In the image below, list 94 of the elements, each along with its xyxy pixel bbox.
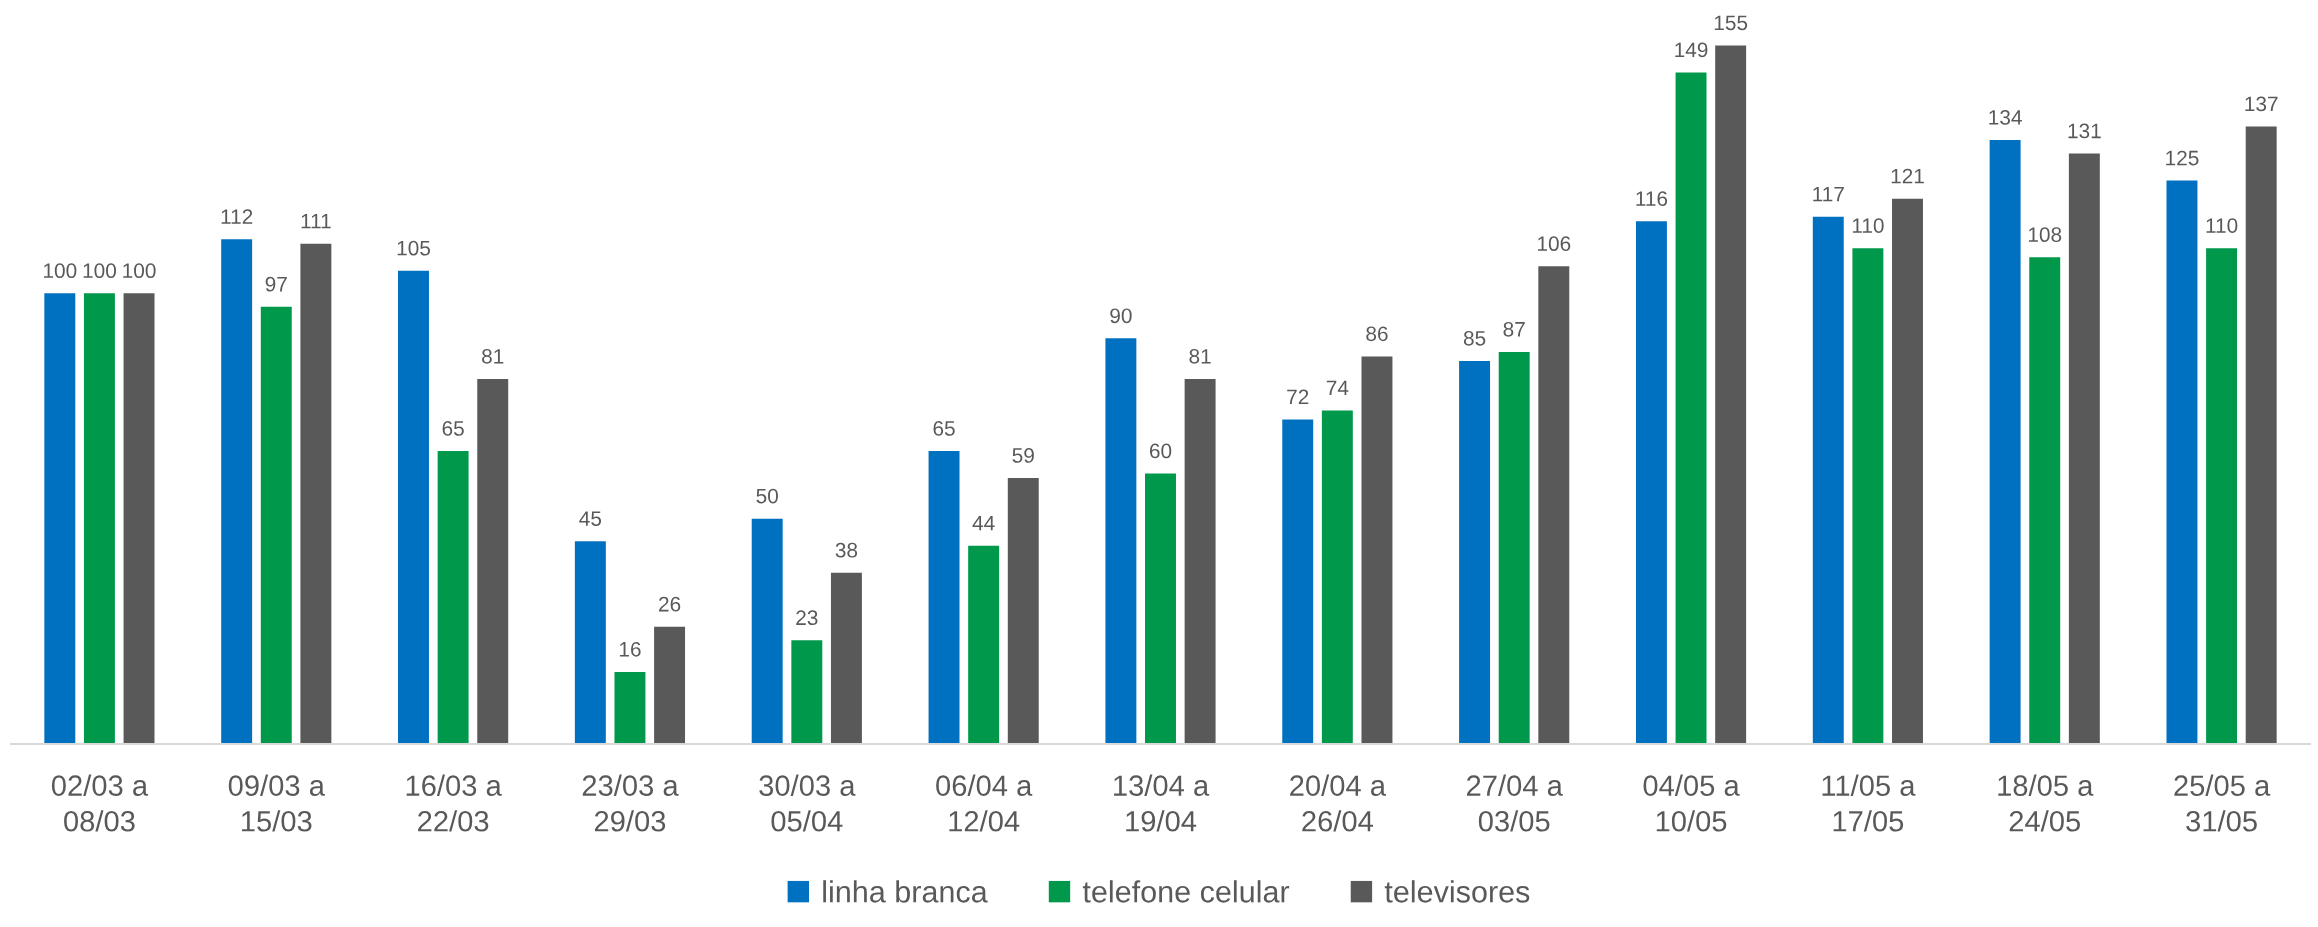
bar [437,451,469,744]
data-label: 16 [619,641,641,657]
data-label: 23 [796,610,818,626]
bar [1675,72,1707,744]
bar [1892,198,1923,744]
bar [2068,153,2100,744]
legend-label: telefone celular [1082,880,1290,903]
bar [1635,221,1667,744]
bar [1361,356,1393,744]
data-label: 87 [1503,321,1525,337]
bar [830,572,862,744]
data-label: 97 [265,276,287,292]
data-label: 85 [1463,330,1486,346]
data-label: 106 [1538,236,1571,252]
data-label: 121 [1891,168,1924,184]
x-tick-label: 09/03 a 15/03 [228,774,325,832]
data-label: 90 [1110,308,1132,324]
bar [1459,360,1491,744]
x-tick-label: 06/04 a 12/04 [936,774,1033,832]
bar [300,243,332,744]
bar [477,378,509,744]
bar [968,545,1000,744]
data-label: 108 [2028,227,2062,243]
data-label: 50 [756,488,778,504]
bar [2245,126,2277,744]
data-label: 112 [221,209,253,224]
bar [260,306,292,744]
data-label: 45 [579,511,602,526]
data-label: 65 [442,421,464,436]
x-tick-label: 25/05 a 31/05 [2174,774,2271,832]
bar [2206,248,2238,744]
data-label: 74 [1326,380,1349,396]
bar [1007,478,1039,744]
bar [1282,419,1314,744]
data-label: 110 [2206,218,2238,233]
data-label: 134 [1989,110,2022,125]
x-tick-label: 18/05 a 24/05 [1998,774,2094,832]
bar [1498,351,1530,744]
x-tick-label: 13/04 a 19/04 [1114,774,1210,832]
x-tick-label: 04/05 a 10/05 [1643,774,1740,832]
bar [1852,248,1884,744]
bar [1812,216,1844,744]
data-label: 65 [933,421,955,436]
data-label: 81 [1189,348,1211,364]
data-label: 44 [972,515,995,531]
x-tick-label: 11/05 a 17/05 [1822,774,1916,832]
bar [654,626,686,744]
bar [1321,410,1353,744]
data-label: 81 [482,348,504,364]
x-tick-label: 30/03 a 05/04 [759,774,856,832]
bar [83,293,115,744]
data-label: 111 [301,213,331,229]
x-tick-label: 23/03 a 29/03 [582,774,679,832]
bar [1184,378,1216,744]
bar [2029,257,2061,744]
data-label: 100 [44,263,77,279]
data-label: 86 [1366,326,1388,342]
bar [1715,45,1747,744]
data-label: 38 [835,542,858,558]
data-label: 60 [1149,443,1172,459]
data-label: 72 [1287,389,1309,405]
bar [751,518,783,744]
x-tick-label: 27/04 a 03/05 [1467,774,1563,832]
data-label: 105 [397,240,431,256]
x-tick-label: 02/03 a 08/03 [51,774,149,832]
bar [1538,266,1570,744]
bar [791,640,823,744]
legend-label: televisores [1384,880,1530,903]
bar [1989,140,2021,744]
data-label: 26 [659,596,681,612]
x-tick-label: 16/03 a 22/03 [406,774,502,832]
data-label: 110 [1852,218,1884,233]
bar [123,293,155,744]
data-label: 155 [1714,15,1748,31]
bar [1145,473,1176,744]
legend-label: linha branca [823,880,988,903]
bar [44,293,76,744]
bar [2166,180,2198,744]
bar [574,541,606,744]
x-tick-label: 20/04 a 26/04 [1290,774,1387,832]
data-label: 59 [1012,448,1034,463]
data-label: 116 [1636,191,1668,206]
data-label: 100 [83,263,116,279]
data-label: 149 [1675,42,1708,58]
data-label: 125 [2166,150,2199,166]
data-label: 131 [2068,123,2101,139]
data-label: 137 [2245,96,2278,112]
data-label: 100 [123,263,156,279]
data-label: 117 [1813,186,1844,202]
bar [221,239,253,744]
bar [928,451,960,744]
bar [614,671,646,744]
bar [1105,338,1137,744]
bar [398,270,429,744]
